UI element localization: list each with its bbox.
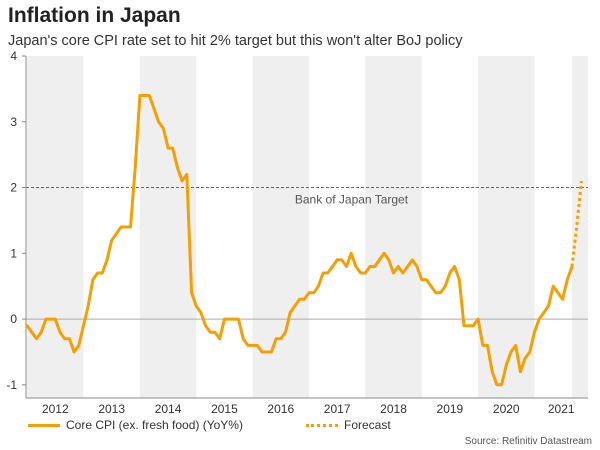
y-axis: -1 0 1 2 3 4 xyxy=(6,49,26,392)
forecast-line xyxy=(570,180,583,267)
x-axis: 2012 2013 2014 2015 2016 2017 2018 2019 2020 2021 xyxy=(42,402,575,416)
source-note: Source: Refinitiv Datastream xyxy=(464,436,592,447)
year-band-2018 xyxy=(365,56,422,398)
x-tick-label: 2014 xyxy=(155,402,182,416)
x-tick-label: 2012 xyxy=(42,402,69,416)
chart-title: Inflation in Japan xyxy=(8,4,181,27)
target-annotation: Bank of Japan Target xyxy=(295,193,409,207)
x-tick-label: 2020 xyxy=(493,402,520,416)
y-tick-label: 0 xyxy=(10,312,17,326)
legend-swatch-dotted xyxy=(306,423,338,427)
x-tick-label: 2013 xyxy=(98,402,125,416)
year-band-2016 xyxy=(252,56,309,398)
legend: Core CPI (ex. fresh food) (YoY%) Forecas… xyxy=(10,418,590,434)
series-layer xyxy=(25,94,583,387)
y-tick-label: 3 xyxy=(10,115,17,129)
year-band-edge xyxy=(572,56,588,398)
legend-item-core-cpi: Core CPI (ex. fresh food) (YoY%) xyxy=(28,418,243,432)
legend-swatch-solid xyxy=(28,423,60,427)
gridlines xyxy=(25,56,588,399)
x-tick-label: 2019 xyxy=(437,402,464,416)
x-tick-label: 2017 xyxy=(324,402,351,416)
core-cpi-line xyxy=(25,94,574,387)
year-band-2020 xyxy=(478,56,535,398)
chart-subtitle: Japan's core CPI rate set to hit 2% targ… xyxy=(8,33,463,49)
legend-label-forecast: Forecast xyxy=(344,418,391,432)
year-band-2014 xyxy=(139,56,197,398)
y-tick-label: -1 xyxy=(6,378,17,392)
y-tick-label: 2 xyxy=(10,181,17,195)
x-tick-label: 2016 xyxy=(267,402,294,416)
year-band-2012 xyxy=(27,56,84,398)
x-tick-label: 2015 xyxy=(211,402,238,416)
y-tick-label: 4 xyxy=(10,49,17,63)
year-bands xyxy=(27,56,588,398)
y-tick-label: 1 xyxy=(10,246,17,260)
legend-label-core-cpi: Core CPI (ex. fresh food) (YoY%) xyxy=(66,418,243,432)
legend-item-forecast: Forecast xyxy=(306,418,391,432)
x-tick-label: 2018 xyxy=(380,402,407,416)
x-tick-label: 2021 xyxy=(548,402,575,416)
